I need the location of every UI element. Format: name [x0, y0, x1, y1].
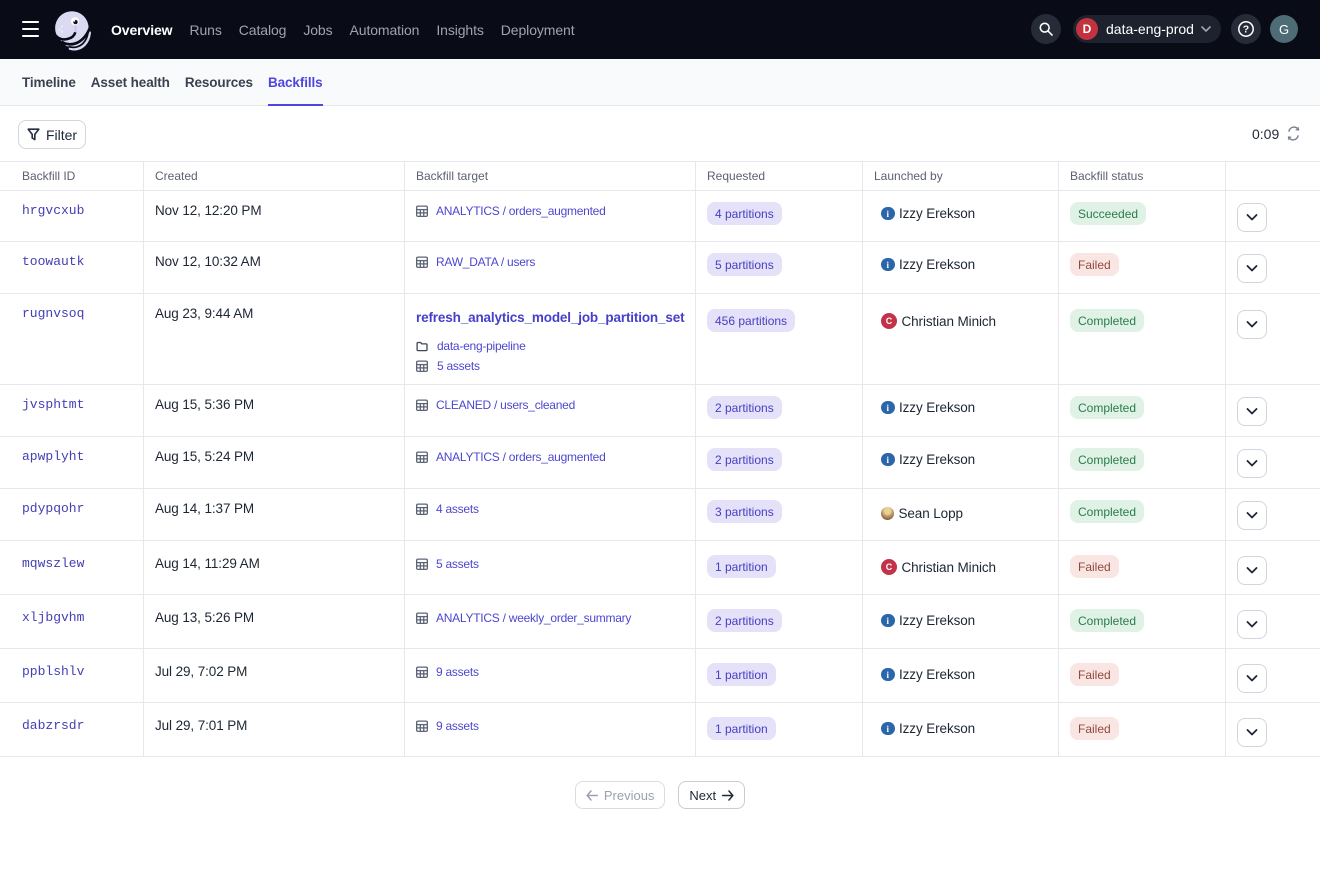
svg-text:?: ?	[1243, 24, 1249, 36]
